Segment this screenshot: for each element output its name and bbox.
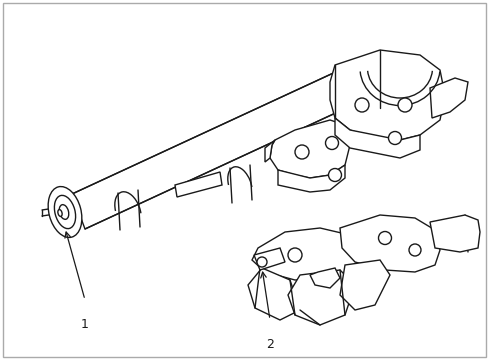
Ellipse shape (328, 168, 341, 181)
Ellipse shape (354, 98, 368, 112)
Polygon shape (175, 172, 222, 197)
Ellipse shape (387, 131, 401, 144)
Text: 1: 1 (81, 318, 89, 331)
Polygon shape (339, 260, 389, 310)
Ellipse shape (58, 210, 62, 216)
Ellipse shape (325, 136, 338, 149)
Polygon shape (253, 248, 285, 270)
Ellipse shape (408, 244, 420, 256)
Polygon shape (251, 228, 359, 280)
Polygon shape (72, 63, 367, 229)
Ellipse shape (397, 98, 411, 112)
Ellipse shape (59, 205, 69, 219)
Ellipse shape (287, 248, 302, 262)
Polygon shape (429, 78, 467, 118)
Polygon shape (309, 268, 339, 288)
Polygon shape (269, 120, 349, 178)
Polygon shape (264, 140, 274, 162)
Ellipse shape (48, 186, 81, 238)
Ellipse shape (54, 195, 76, 229)
Polygon shape (287, 270, 354, 325)
Ellipse shape (257, 257, 266, 267)
Polygon shape (334, 118, 419, 158)
Text: 2: 2 (265, 338, 273, 351)
Polygon shape (429, 215, 479, 252)
Polygon shape (329, 50, 444, 140)
Polygon shape (278, 165, 345, 192)
Polygon shape (339, 215, 439, 272)
Ellipse shape (294, 145, 308, 159)
Ellipse shape (378, 231, 391, 244)
Polygon shape (247, 268, 299, 320)
